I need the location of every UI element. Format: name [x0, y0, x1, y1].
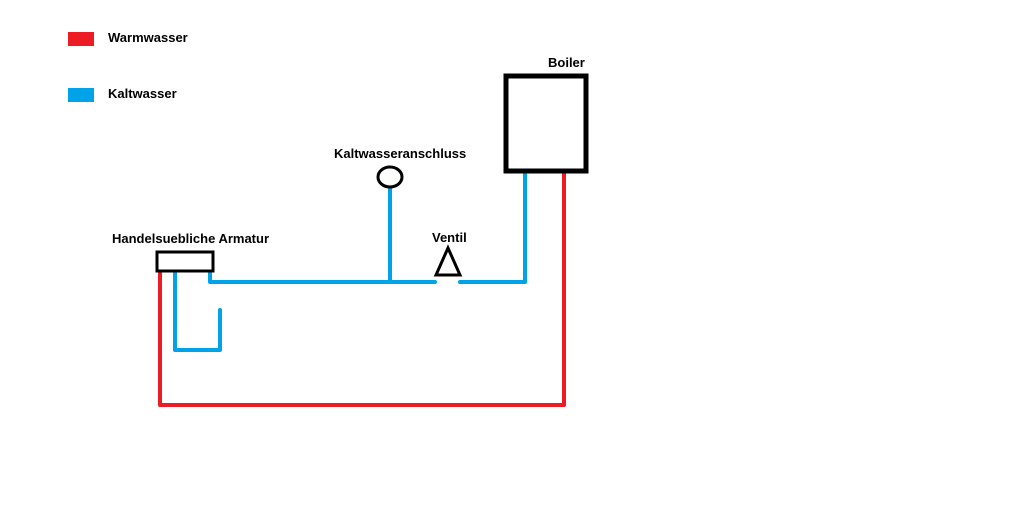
diagram-canvas: Warmwasser Kaltwasser Boiler Kaltwassera…	[0, 0, 1011, 526]
piping-svg	[0, 0, 1011, 526]
hot-pipes	[160, 173, 564, 405]
fixture-box	[157, 252, 213, 271]
cold-pipe-0	[460, 173, 525, 282]
boiler-box	[506, 76, 586, 171]
cold-pipe-3	[175, 273, 220, 350]
cold-pipe-1	[210, 273, 435, 282]
cold-connector-circle	[378, 167, 402, 187]
valve-triangle	[436, 248, 460, 275]
hot-pipe-0	[160, 173, 564, 405]
cold-pipes	[175, 173, 525, 350]
